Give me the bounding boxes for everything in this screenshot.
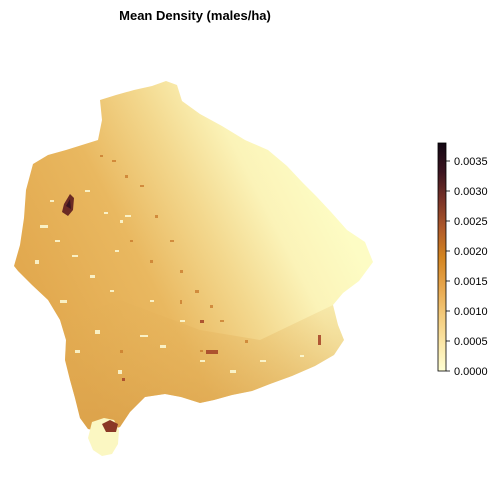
legend-ticks: 0.0000 0.0005 0.0010 0.0015 0.0020 0.0025 0.00… bbox=[446, 156, 488, 378]
legend-tick-label: 0.0015 bbox=[454, 276, 488, 288]
legend-tick-label: 0.0025 bbox=[454, 216, 488, 228]
region-shape bbox=[14, 81, 373, 432]
legend-color-bar bbox=[438, 143, 446, 371]
pale-patch bbox=[88, 456, 120, 494]
legend-gradient bbox=[438, 143, 446, 371]
density-texture bbox=[35, 155, 321, 432]
legend-tick-label: 0.0010 bbox=[454, 306, 488, 318]
legend-tick-label: 0.0020 bbox=[454, 246, 488, 258]
color-legend: 0.0000 0.0005 0.0010 0.0015 0.0020 0.0025 0.00… bbox=[437, 142, 488, 378]
legend-tick-label: 0.0030 bbox=[454, 186, 488, 198]
legend-tick-label: 0.0000 bbox=[454, 366, 488, 378]
legend-frame bbox=[437, 142, 447, 372]
legend-tick-label: 0.0035 bbox=[454, 156, 488, 168]
map-title: Mean Density (males/ha) bbox=[119, 8, 271, 23]
legend-tick-label: 0.0005 bbox=[454, 336, 488, 348]
